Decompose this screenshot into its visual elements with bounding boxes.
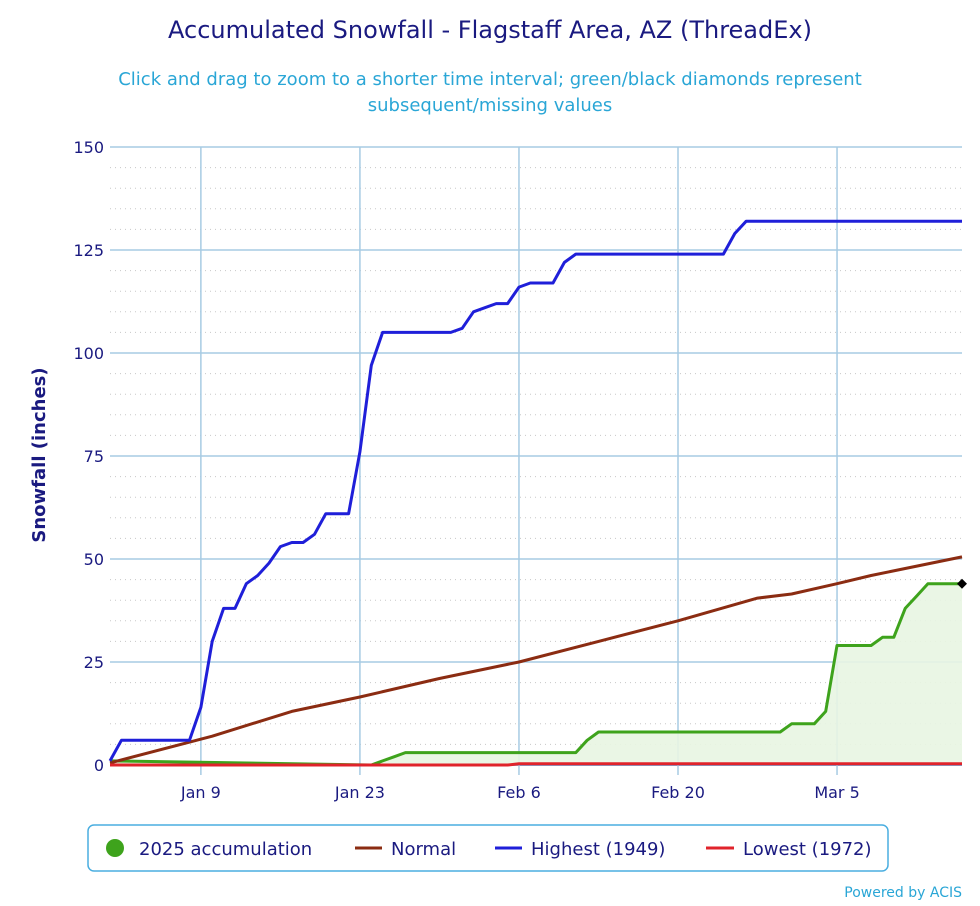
credits-link[interactable]: Powered by ACIS — [844, 885, 962, 901]
missing-value-diamond — [957, 578, 967, 589]
legend-item-2025[interactable]: 2025 accumulation — [106, 839, 312, 860]
y-tick-label: 0 — [94, 756, 104, 775]
x-tick-label: Jan 9 — [180, 783, 221, 802]
y-tick-label: 125 — [73, 241, 104, 260]
x-tick-label: Feb 20 — [651, 783, 705, 802]
legend-label-lowest: Lowest (1972) — [743, 839, 872, 860]
legend: 2025 accumulation Normal Highest (1949) … — [87, 824, 889, 872]
series-line-lowest-1972 — [110, 762, 962, 767]
legend-marker-2025 — [106, 839, 124, 857]
x-tick-label: Jan 23 — [334, 783, 385, 802]
series-line-2025-accumulation — [109, 582, 962, 767]
chart-subtitle-line1: Click and drag to zoom to a shorter time… — [118, 69, 862, 90]
y-axis-ticks: 0 25 50 75 100 125 150 — [73, 138, 104, 775]
plot-series — [108, 219, 967, 767]
series-line-highest-1949 — [108, 219, 962, 762]
y-tick-label: 75 — [84, 447, 104, 466]
y-tick-label: 150 — [73, 138, 104, 157]
y-tick-label: 100 — [73, 344, 104, 363]
series-area-2025-accumulation — [110, 583, 962, 765]
legend-item-lowest[interactable]: Lowest (1972) — [706, 839, 872, 860]
chart-title: Accumulated Snowfall - Flagstaff Area, A… — [168, 16, 812, 44]
x-tick-label: Mar 5 — [814, 783, 859, 802]
legend-item-normal[interactable]: Normal — [355, 839, 456, 860]
x-axis-ticks: Jan 9 Jan 23 Feb 6 Feb 20 Mar 5 — [180, 765, 860, 802]
series-line-normal — [109, 555, 963, 765]
legend-label-normal: Normal — [391, 839, 456, 860]
legend-label-2025: 2025 accumulation — [139, 839, 312, 860]
y-tick-label: 25 — [84, 653, 104, 672]
y-axis-label: Snowfall (inches) — [29, 367, 50, 542]
legend-box — [87, 824, 889, 872]
legend-label-highest: Highest (1949) — [531, 839, 665, 860]
chart-subtitle-line2: subsequent/missing values — [368, 95, 613, 116]
x-tick-label: Feb 6 — [497, 783, 541, 802]
y-tick-label: 50 — [84, 550, 104, 569]
legend-item-highest[interactable]: Highest (1949) — [495, 839, 665, 860]
